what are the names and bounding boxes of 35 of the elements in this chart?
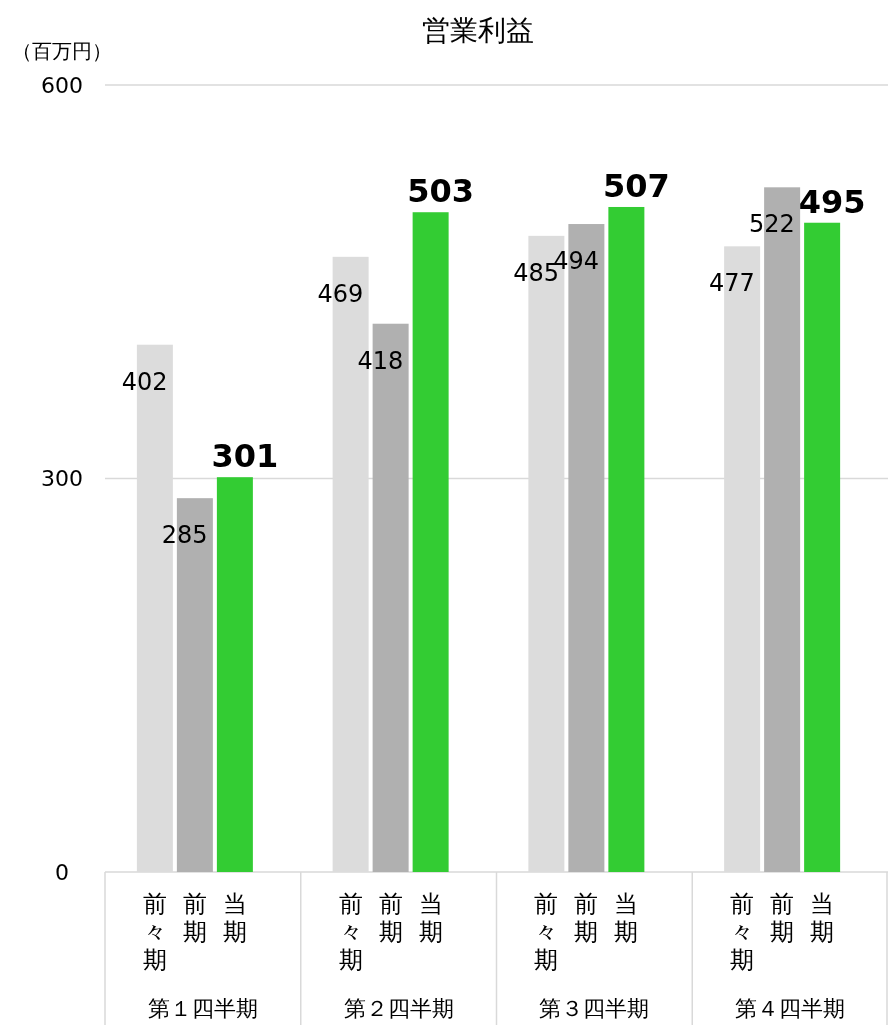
chart-title: 営業利益 (422, 14, 534, 47)
x-tick-label: 第４四半期 (735, 996, 846, 1021)
y-tick-label: 600 (41, 72, 83, 98)
series-label: 前々期 (142, 890, 167, 974)
series-label: 前期 (182, 890, 207, 946)
data-label: 522 (748, 210, 795, 239)
text: 前々期 (338, 890, 363, 974)
data-label: 418 (357, 346, 404, 375)
y-tick-label: 300 (41, 466, 83, 492)
data-label: 285 (161, 521, 208, 550)
data-label: 503 (407, 172, 475, 211)
text: 当期 (418, 890, 443, 946)
data-label: 495 (798, 182, 866, 221)
data-label: 402 (121, 367, 168, 396)
x-tick-label: 第３四半期 (539, 996, 650, 1021)
bar (608, 206, 645, 872)
bar (216, 477, 253, 872)
bar (804, 222, 841, 872)
data-label: 301 (211, 437, 279, 476)
text: 前期 (770, 890, 795, 946)
text: 当期 (810, 890, 835, 946)
text: 前々期 (534, 890, 559, 974)
text: 前期 (378, 890, 403, 946)
y-tick-label: 0 (55, 859, 69, 885)
data-label: 477 (708, 269, 755, 298)
text: 当期 (614, 890, 639, 946)
bar (412, 212, 449, 872)
text: 前々期 (730, 890, 755, 974)
y-axis-title: （百万円） (12, 39, 112, 63)
data-label: 507 (602, 166, 670, 205)
x-tick-label: 第１四半期 (147, 996, 258, 1021)
x-tick-label: 第２四半期 (343, 996, 454, 1021)
series-label: 当期 (222, 890, 247, 946)
data-label: 469 (317, 279, 364, 308)
text: 前期 (574, 890, 599, 946)
